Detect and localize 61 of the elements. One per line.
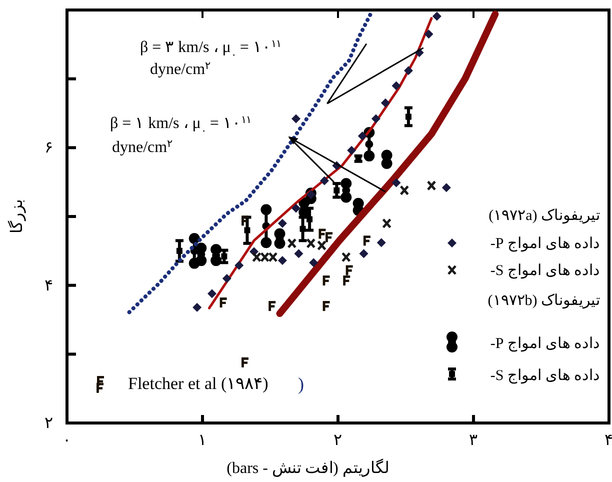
- point: [294, 249, 304, 258]
- point: [268, 300, 276, 311]
- point: [322, 276, 330, 286]
- point: [358, 131, 367, 140]
- point: [359, 249, 368, 258]
- point: [309, 258, 318, 268]
- point: [207, 289, 216, 298]
- point: [382, 218, 392, 229]
- point: [341, 252, 351, 262]
- point: [363, 236, 370, 246]
- point: [432, 12, 442, 21]
- point: [220, 298, 227, 308]
- point: [392, 178, 401, 188]
- point: [392, 81, 401, 90]
- point: [306, 238, 316, 249]
- point: [424, 30, 434, 39]
- y-tick-label: ۴: [44, 277, 54, 294]
- point: [371, 114, 380, 124]
- x-tick-label: ۰: [62, 432, 72, 449]
- point: [343, 276, 350, 286]
- point: [380, 98, 390, 108]
- point: [318, 228, 326, 239]
- x-tick-label: ۲: [334, 432, 342, 449]
- point: [268, 252, 278, 262]
- point: [326, 232, 333, 242]
- point: [426, 180, 436, 191]
- y-tick-label: ۶: [44, 140, 54, 157]
- y-tick-label: ۲: [44, 415, 54, 432]
- point: [287, 238, 297, 249]
- legend-label: داده های امواج S-: [490, 263, 600, 279]
- point: [376, 238, 386, 248]
- annotation: تیریفوناک (۱۹۷۲b): [488, 293, 600, 309]
- point: [278, 218, 287, 228]
- point: [222, 274, 232, 283]
- point: [322, 300, 330, 311]
- point: [291, 114, 300, 124]
- point: [400, 185, 410, 196]
- legend-label: داده های امواج S-: [490, 368, 600, 384]
- point: [317, 240, 326, 251]
- legend-label: Fletcher et al (۱۹۸۴): [128, 374, 268, 393]
- point: [346, 265, 353, 276]
- x-axis-title: لگاریتم (افت تنش - bars): [226, 458, 390, 477]
- legend-label: داده های امواج P-: [490, 236, 600, 252]
- point: [252, 252, 262, 262]
- point: [260, 252, 270, 262]
- point: [291, 204, 300, 213]
- legend-label: داده های امواج P-: [490, 336, 600, 352]
- x-tick-label: ۳: [469, 432, 478, 449]
- point: [278, 256, 287, 266]
- point: [234, 260, 244, 270]
- point: [242, 357, 249, 368]
- point: [404, 66, 413, 76]
- annotation: ): [298, 374, 304, 394]
- point: [192, 302, 202, 312]
- point: [347, 146, 356, 155]
- point: [242, 216, 249, 226]
- point: [442, 183, 451, 192]
- point: [320, 176, 329, 186]
- annotation: تیریفوناک (۱۹۷۲a): [488, 208, 600, 224]
- x-tick-label: ۱: [198, 432, 207, 449]
- y-axis-title: بزرگا: [7, 200, 26, 234]
